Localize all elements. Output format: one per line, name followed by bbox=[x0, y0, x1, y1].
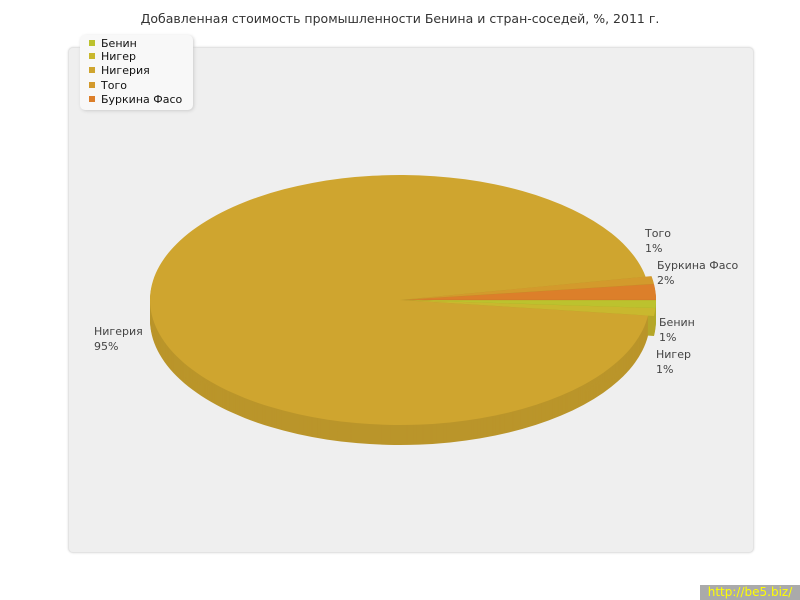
legend-swatch bbox=[89, 96, 95, 102]
data-label-benin: Бенин 1% bbox=[659, 316, 695, 344]
legend-swatch bbox=[89, 53, 95, 59]
chart-title: Добавленная стоимость промышленности Бен… bbox=[140, 11, 660, 26]
legend-swatch bbox=[89, 82, 95, 88]
legend-label: Нигер bbox=[101, 50, 136, 63]
data-label-nigeria: Нигерия 95% bbox=[94, 325, 143, 353]
legend-swatch bbox=[89, 40, 95, 46]
legend-label: Того bbox=[101, 79, 127, 92]
pie-slice-2[interactable] bbox=[150, 175, 649, 425]
legend-label: Бенин bbox=[101, 37, 137, 50]
data-label-togo: Того 1% bbox=[645, 227, 671, 255]
pie-slice-3[interactable] bbox=[405, 276, 654, 300]
legend-item-niger[interactable]: Нигер bbox=[89, 50, 136, 63]
legend-label: Буркина Фасо bbox=[101, 93, 183, 106]
legend-label: Нигерия bbox=[101, 64, 150, 77]
legend: Бенин Нигер Нигерия Того Буркина Фасо bbox=[80, 35, 193, 110]
legend-item-benin[interactable]: Бенин bbox=[89, 37, 137, 50]
pie-slice-1[interactable] bbox=[405, 300, 656, 316]
legend-item-togo[interactable]: Того bbox=[89, 79, 127, 92]
pie-slice-0[interactable] bbox=[405, 300, 656, 308]
pie-slice-4[interactable] bbox=[405, 284, 656, 300]
legend-item-burkina-faso[interactable]: Буркина Фасо bbox=[89, 93, 182, 106]
data-label-burkina-faso: Буркина Фасо 2% bbox=[657, 259, 739, 287]
watermark: http://be5.biz/ bbox=[700, 585, 800, 600]
legend-item-nigeria[interactable]: Нигерия bbox=[89, 64, 150, 77]
legend-swatch bbox=[89, 67, 95, 73]
data-label-niger: Нигер 1% bbox=[656, 348, 691, 376]
